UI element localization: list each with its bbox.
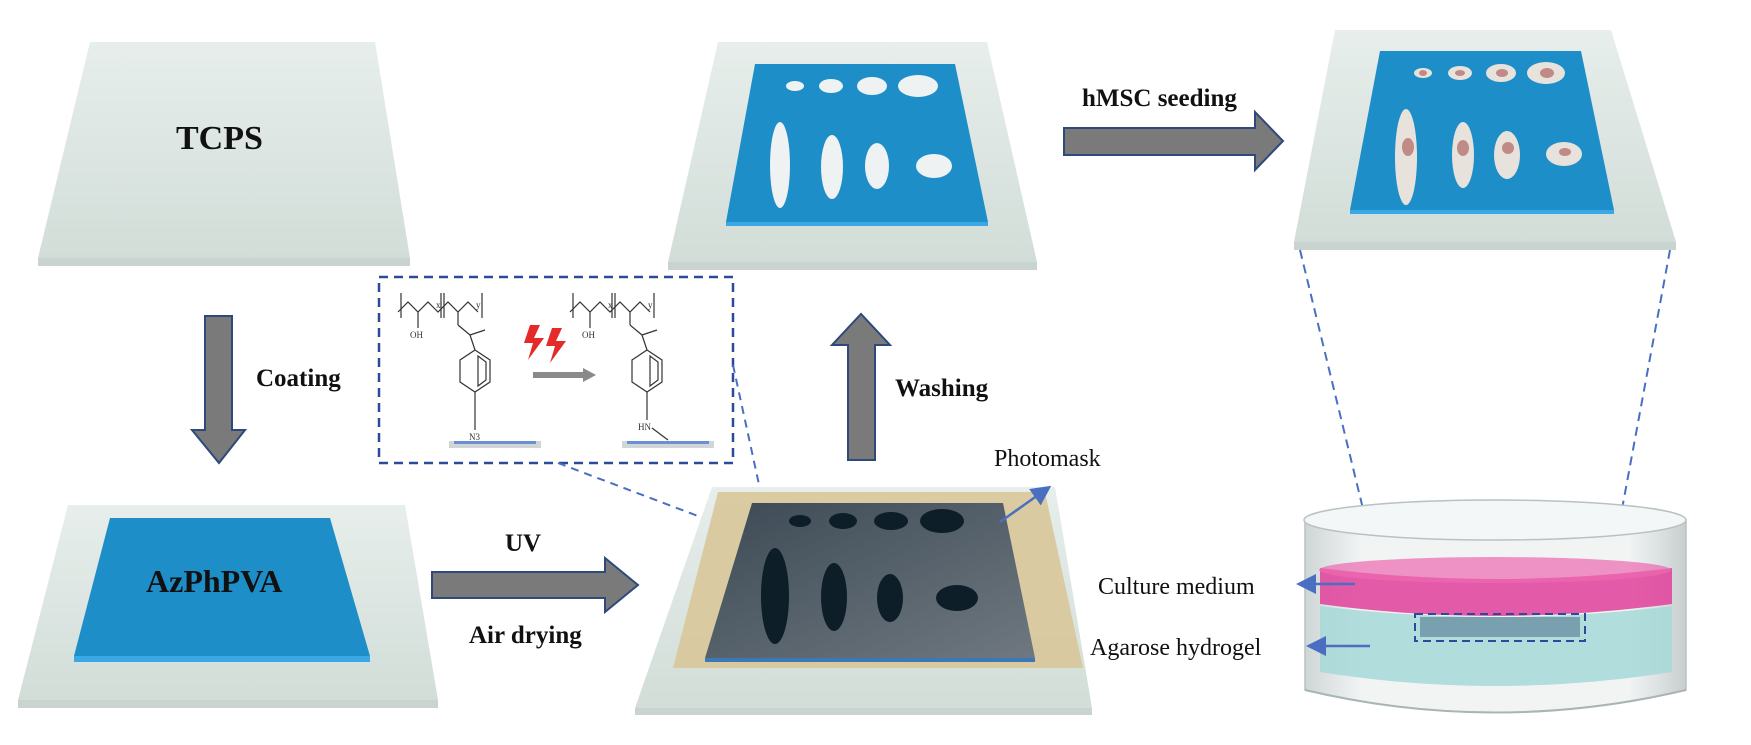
reaction-arrow-icon — [533, 368, 596, 382]
coating-label: Coating — [256, 365, 341, 392]
svg-text:N3: N3 — [469, 432, 480, 442]
svg-text:y: y — [648, 300, 653, 310]
svg-text:y: y — [476, 300, 481, 310]
hmsc-seeding-label: hMSC seeding — [1082, 85, 1237, 112]
photomask-label: Photomask — [994, 446, 1101, 472]
agarose-hydrogel-label: Agarose hydrogel — [1090, 635, 1262, 661]
photomask-dark — [705, 503, 1035, 658]
coating-arrow-icon — [189, 315, 248, 465]
azphpva-film — [74, 518, 370, 656]
seeded-plate — [1294, 30, 1676, 250]
cell-nuclei — [1402, 68, 1571, 156]
culture-dish — [1303, 499, 1687, 714]
tcps-plate — [38, 42, 410, 266]
uv-arrow-icon — [431, 555, 640, 615]
washing-arrow-icon — [829, 312, 893, 461]
tcps-label: TCPS — [176, 120, 263, 157]
seeded-film — [1350, 51, 1614, 210]
svg-text:x: x — [436, 300, 441, 310]
pattern-holes — [770, 75, 952, 208]
svg-text:OH: OH — [410, 330, 423, 340]
amine-structure — [569, 293, 669, 441]
svg-text:HN: HN — [638, 422, 651, 432]
patterned-film — [726, 64, 988, 222]
svg-text:x: x — [608, 300, 613, 310]
azphpva-label: AzPhPVA — [146, 563, 283, 599]
svg-text:OH: OH — [582, 330, 595, 340]
hmsc-seeding-arrow-icon — [1063, 109, 1285, 173]
lightning-icon — [524, 325, 566, 363]
photomask-plate — [635, 487, 1092, 715]
washing-label: Washing — [895, 375, 989, 402]
photomask-leader-icon — [999, 485, 1052, 524]
air-drying-label: Air drying — [469, 622, 582, 649]
azide-structure — [397, 293, 491, 430]
chemistry-inset: OH x y N3 OH — [377, 275, 735, 465]
culture-medium-label: Culture medium — [1098, 574, 1255, 600]
uv-label: UV — [505, 530, 542, 557]
patterned-plate — [668, 42, 1037, 270]
mask-openings — [761, 509, 978, 644]
azphpva-plate — [18, 505, 438, 708]
